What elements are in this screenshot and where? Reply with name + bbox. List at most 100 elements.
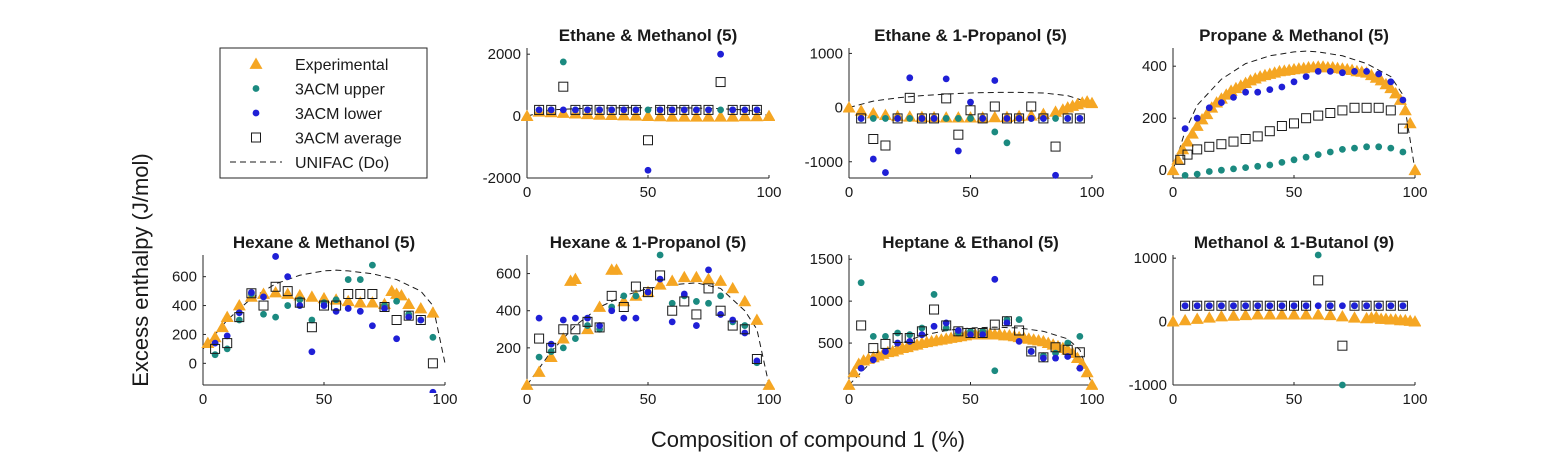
data-point (272, 313, 279, 321)
data-point (1228, 300, 1239, 311)
data-point (1180, 300, 1191, 311)
data-point (415, 315, 426, 325)
series-3acm-average (1175, 102, 1408, 165)
data-point (521, 378, 534, 390)
data-point (904, 333, 915, 344)
data-point (954, 147, 962, 155)
data-point (1230, 165, 1237, 173)
data-point (356, 276, 364, 283)
data-point (656, 275, 664, 283)
data-point (618, 302, 629, 312)
data-point (762, 378, 775, 390)
data-point (211, 339, 219, 347)
data-point (738, 109, 752, 122)
data-point (629, 109, 643, 121)
data-point (620, 314, 628, 322)
data-point (1003, 319, 1011, 327)
x-tick-label: 100 (1402, 391, 1427, 408)
data-point (655, 270, 666, 281)
data-point (1387, 302, 1395, 310)
data-point (1242, 88, 1249, 96)
data-point (1314, 68, 1322, 75)
data-point (1302, 302, 1310, 310)
data-point (223, 332, 231, 340)
data-point (394, 288, 408, 301)
data-point (222, 338, 233, 349)
data-point (942, 75, 950, 83)
data-point (353, 296, 367, 308)
data-point (369, 261, 376, 269)
data-point (1301, 300, 1312, 311)
data-point (1375, 70, 1383, 78)
data-point (1026, 346, 1037, 357)
plot-area (201, 253, 446, 393)
data-point (1339, 69, 1346, 77)
data-point (738, 294, 752, 307)
data-point (1387, 144, 1395, 152)
legend-swatch (252, 109, 260, 117)
panel-title: Hexane & 1-Propanol (5) (550, 233, 747, 252)
data-point (665, 274, 679, 286)
data-point (355, 289, 366, 299)
data-point (369, 322, 376, 330)
x-tick-label: 0 (523, 391, 531, 408)
data-point (1239, 308, 1253, 321)
data-point (916, 113, 927, 124)
data-point (714, 274, 728, 286)
series-3acm-lower (1181, 68, 1407, 132)
data-point (1398, 103, 1412, 116)
panels: Ethane & Methanol (5)0 50 100-200002000Eth… (172, 26, 1428, 408)
data-point (1076, 364, 1084, 372)
data-point (1003, 139, 1011, 147)
data-point (1302, 73, 1310, 80)
data-point (246, 288, 257, 299)
x-tick-label: 0 (1169, 391, 1177, 408)
data-point (643, 287, 653, 298)
data-point (1205, 168, 1213, 175)
unifac-curve (1172, 50, 1416, 171)
data-point (1351, 144, 1358, 152)
data-point (1363, 302, 1370, 310)
data-point (1062, 344, 1073, 355)
data-point (1076, 332, 1084, 340)
legend-swatch (251, 132, 261, 143)
y-tick-label: 0 (1159, 314, 1167, 331)
series-3acm-upper (1181, 143, 1407, 179)
data-point (1311, 308, 1325, 320)
data-point (547, 348, 555, 355)
series-3acm-average (534, 270, 762, 364)
data-point (393, 335, 400, 343)
panel-title: Hexane & Methanol (5) (233, 233, 415, 252)
y-tick-label: 0 (513, 108, 521, 125)
data-point (1397, 123, 1408, 134)
data-point (284, 273, 292, 281)
data-point (1205, 104, 1213, 112)
data-point (739, 104, 750, 115)
data-point (341, 294, 355, 307)
data-point (878, 108, 892, 121)
data-point (367, 289, 378, 299)
data-point (1171, 153, 1185, 165)
data-point (308, 316, 316, 324)
data-point (1218, 166, 1225, 174)
x-tick-label: 50 (1286, 184, 1303, 201)
data-point (414, 301, 428, 314)
data-point (1397, 300, 1408, 311)
data-point (1302, 153, 1310, 161)
data-point (691, 104, 702, 115)
data-point (1218, 99, 1225, 106)
data-point (365, 296, 379, 308)
data-point (620, 106, 628, 114)
data-point (632, 292, 640, 300)
data-point (705, 266, 712, 274)
data-point (534, 333, 545, 344)
series-3acm-lower (857, 74, 1084, 179)
x-tick-label: 100 (432, 391, 457, 408)
data-point (608, 106, 616, 114)
data-point (429, 388, 437, 393)
data-point (417, 316, 425, 324)
data-point (717, 106, 724, 114)
data-point (1325, 108, 1336, 118)
data-point (918, 331, 926, 339)
